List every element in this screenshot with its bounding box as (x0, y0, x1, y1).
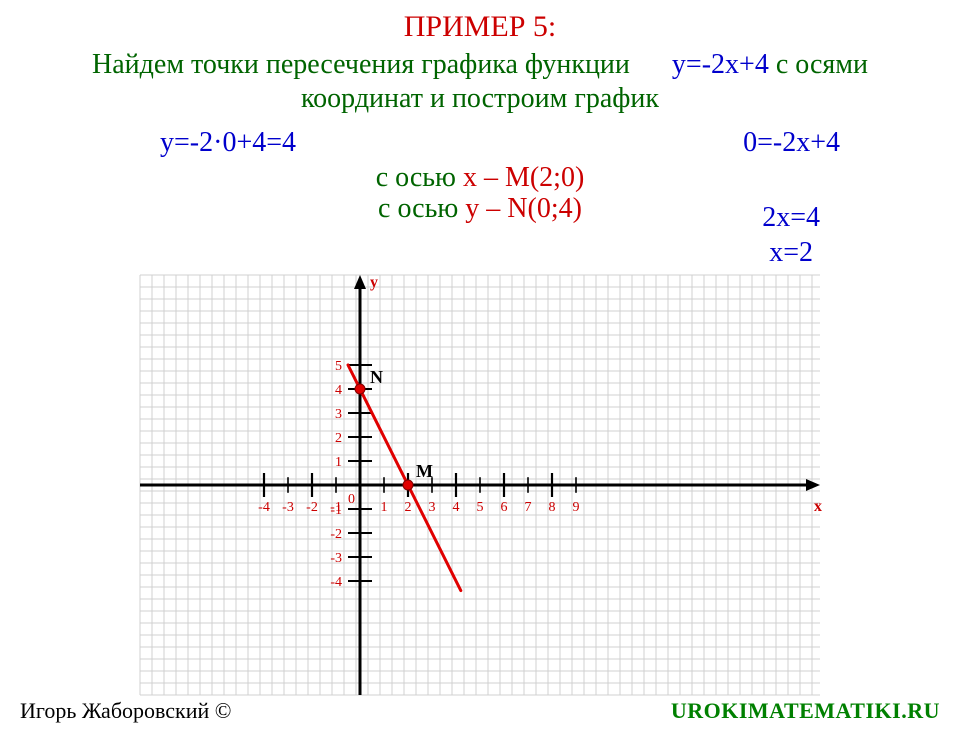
axis-x-prefix: с осью (376, 162, 463, 193)
axis-x-value: x – M(2;0) (463, 162, 584, 193)
eq-left: y=-2·0+4=4 (160, 127, 296, 159)
subtitle-text-1: Найдем точки пересечения графика функции (92, 49, 630, 80)
example-title: ПРИМЕР 5: (0, 10, 960, 44)
svg-text:8: 8 (549, 500, 556, 515)
svg-text:6: 6 (501, 500, 508, 515)
svg-text:3: 3 (429, 500, 436, 515)
site-credit: UROKIMATEMATIKI.RU (671, 698, 940, 724)
svg-text:-3: -3 (282, 500, 294, 515)
svg-text:M: M (416, 461, 433, 481)
svg-text:-4: -4 (258, 500, 270, 515)
coordinate-plot: -4-3-2-1123456789-4-3-2-1123450xyNM (120, 270, 840, 700)
svg-text:-3: -3 (330, 551, 342, 566)
subtitle-formula: y=-2x+4 (672, 49, 769, 80)
svg-text:-4: -4 (330, 575, 342, 590)
axis-y-value: y – N(0;4) (465, 193, 582, 224)
svg-text:-2: -2 (306, 500, 318, 515)
svg-text:5: 5 (335, 359, 342, 374)
svg-text:N: N (370, 367, 383, 387)
step-1: 2x=4 (762, 200, 820, 235)
svg-text:1: 1 (381, 500, 388, 515)
svg-text:9: 9 (573, 500, 580, 515)
axis-x-line: с осью x – M(2;0) (0, 163, 960, 194)
equations-row: y=-2·0+4=4 0=-2x+4 (160, 127, 840, 159)
svg-text:y: y (370, 274, 378, 291)
step-2: x=2 (762, 235, 820, 270)
svg-text:7: 7 (525, 500, 532, 515)
svg-text:2: 2 (335, 431, 342, 446)
svg-text:3: 3 (335, 407, 342, 422)
svg-text:4: 4 (335, 383, 342, 398)
solving-steps: 2x=4 x=2 (762, 200, 820, 270)
svg-text:-1: -1 (330, 503, 342, 518)
eq-right: 0=-2x+4 (743, 127, 840, 159)
svg-text:1: 1 (335, 455, 342, 470)
svg-text:2: 2 (405, 500, 412, 515)
axis-y-prefix: с осью (378, 193, 465, 224)
svg-text:-2: -2 (330, 527, 342, 542)
svg-text:x: x (814, 498, 822, 515)
example-subtitle: Найдем точки пересечения графика функции… (50, 48, 910, 115)
svg-text:4: 4 (453, 500, 460, 515)
svg-text:0: 0 (348, 492, 355, 507)
author-credit: Игорь Жаборовский © (20, 698, 232, 724)
svg-text:5: 5 (477, 500, 484, 515)
